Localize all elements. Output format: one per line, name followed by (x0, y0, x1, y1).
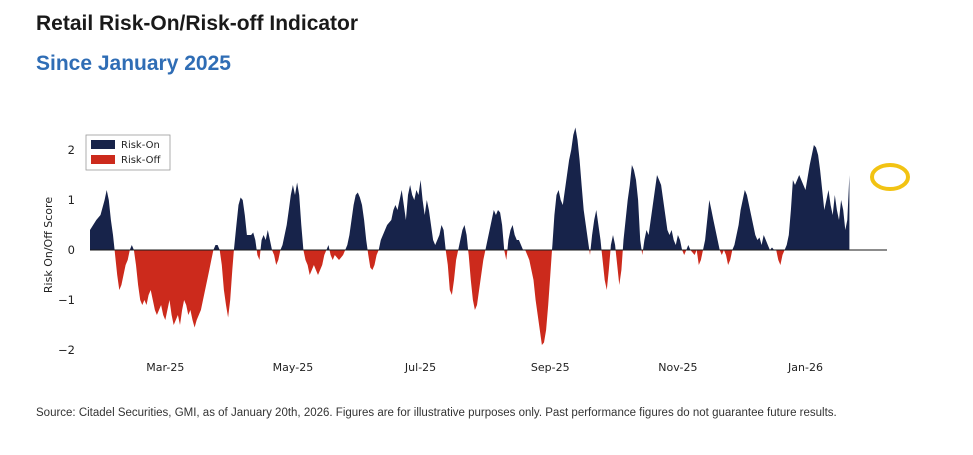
x-tick-label: Jul-25 (404, 361, 436, 374)
risk-on-area-38 (703, 200, 720, 250)
y-tick-label: 1 (68, 193, 75, 207)
source-note: Source: Citadel Securities, GMI, as of J… (36, 407, 837, 419)
risk-on-area-14 (345, 192, 368, 250)
risk-on-area-42 (732, 190, 777, 250)
risk-off-area-35 (690, 250, 697, 255)
y-tick-label: −1 (58, 293, 75, 307)
chart-title: Retail Risk-On/Risk-off Indicator (36, 12, 359, 35)
risk-on-area-28 (610, 235, 616, 250)
risk-on-area-24 (552, 127, 590, 250)
risk-off-area-27 (601, 250, 611, 290)
highlight-circle-annotation (870, 163, 910, 191)
risk-on-area-4 (213, 245, 220, 250)
risk-off-area-37 (696, 250, 703, 265)
risk-on-area-30 (622, 165, 642, 250)
risk-off-area-9 (272, 250, 281, 265)
risk-off-area-19 (468, 250, 486, 310)
x-tick-label: May-25 (273, 361, 314, 374)
risk-off-area-13 (329, 250, 346, 260)
chart-legend: Risk-On Risk-Off (85, 134, 171, 171)
risk-on-area-0 (90, 190, 115, 250)
risk-off-area-1 (114, 250, 130, 290)
legend-swatch-risk-on (91, 140, 115, 149)
risk-on-area-8 (260, 230, 272, 250)
risk-off-area-39 (719, 250, 724, 255)
chart-subtitle: Since January 2025 (36, 52, 231, 75)
risk-on-area-10 (280, 182, 304, 250)
risk-off-area-17 (445, 250, 459, 295)
risk-off-area-15 (367, 250, 379, 270)
chart-area: 2 1 0 −1 −2 Mar-25 May-25 Jul-25 Sep-25 Nov-25 Jan… (42, 127, 910, 374)
risk-on-area-34 (686, 245, 691, 250)
axes-layer: 2 1 0 −1 −2 Mar-25 May-25 Jul-25 Sep-25 Nov-25 Jan… (58, 143, 887, 374)
risk-off-area-31 (641, 250, 643, 255)
area-layer (90, 127, 850, 345)
risk-on-area-16 (378, 180, 446, 250)
x-tick-label: Jan-26 (787, 361, 823, 374)
risk-off-area-3 (133, 250, 214, 328)
risk-on-area-18 (458, 225, 469, 250)
risk-on-area-44 (784, 145, 850, 250)
y-tick-label: 2 (68, 143, 75, 157)
risk-off-area-7 (256, 250, 261, 260)
legend-label-risk-on: Risk-On (121, 140, 160, 151)
risk-on-area-12 (326, 245, 330, 250)
legend-swatch-risk-off (91, 155, 115, 164)
risk-on-area-2 (129, 245, 134, 250)
risk-off-area-5 (219, 250, 234, 318)
risk-on-area-22 (507, 225, 526, 250)
risk-off-area-29 (615, 250, 623, 285)
x-tick-label: Sep-25 (531, 361, 570, 374)
y-axis-label: Risk On/Off Score (42, 197, 55, 293)
risk-off-area-21 (504, 250, 508, 260)
risk-on-area-26 (590, 210, 602, 250)
risk-off-area-11 (303, 250, 327, 275)
risk-on-area-6 (233, 197, 257, 250)
y-tick-label: −2 (58, 343, 75, 357)
risk-off-area-43 (776, 250, 785, 265)
risk-on-area-32 (643, 175, 683, 250)
risk-off-area-41 (723, 250, 733, 265)
risk-off-area-23 (525, 250, 552, 345)
legend-label-risk-off: Risk-Off (121, 155, 161, 166)
risk-off-area-25 (589, 250, 591, 255)
risk-on-area-20 (485, 210, 505, 250)
y-tick-label: 0 (68, 243, 75, 257)
x-tick-label: Nov-25 (658, 361, 697, 374)
risk-off-area-33 (682, 250, 687, 255)
x-tick-label: Mar-25 (146, 361, 184, 374)
